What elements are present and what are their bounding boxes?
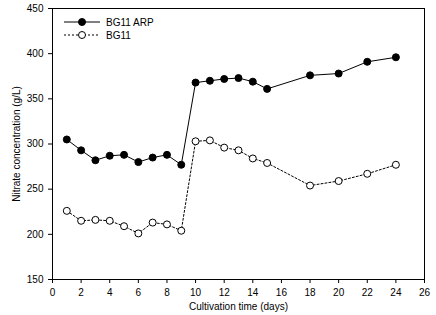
svg-text:400: 400 (27, 48, 44, 59)
svg-text:0: 0 (50, 287, 56, 298)
svg-text:200: 200 (27, 229, 44, 240)
svg-text:14: 14 (247, 287, 259, 298)
svg-text:2: 2 (78, 287, 84, 298)
svg-text:18: 18 (304, 287, 316, 298)
svg-text:Cultivation time (days): Cultivation time (days) (189, 301, 288, 312)
svg-text:Nitrate concentration (g/L): Nitrate concentration (g/L) (11, 86, 22, 202)
svg-text:450: 450 (27, 3, 44, 14)
svg-text:10: 10 (190, 287, 202, 298)
svg-text:26: 26 (419, 287, 431, 298)
svg-text:22: 22 (362, 287, 374, 298)
svg-text:150: 150 (27, 274, 44, 285)
svg-text:12: 12 (219, 287, 231, 298)
svg-text:BG11: BG11 (106, 30, 131, 41)
svg-text:16: 16 (276, 287, 288, 298)
svg-text:350: 350 (27, 93, 44, 104)
svg-text:8: 8 (164, 287, 170, 298)
svg-text:24: 24 (390, 287, 402, 298)
svg-text:BG11 ARP: BG11 ARP (106, 17, 154, 28)
svg-text:4: 4 (107, 287, 113, 298)
svg-text:20: 20 (333, 287, 345, 298)
svg-text:6: 6 (136, 287, 142, 298)
svg-text:300: 300 (27, 138, 44, 149)
svg-text:250: 250 (27, 183, 44, 194)
